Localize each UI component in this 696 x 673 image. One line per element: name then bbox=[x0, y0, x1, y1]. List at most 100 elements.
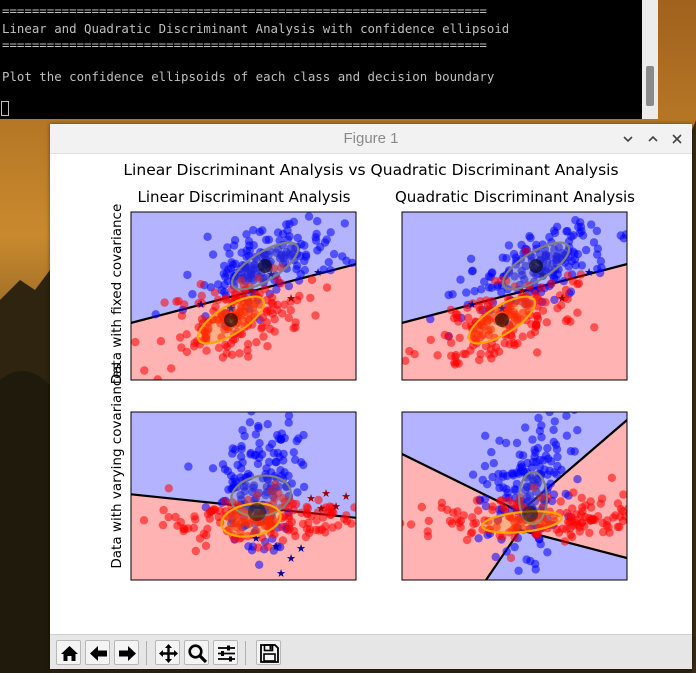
data-point bbox=[231, 445, 240, 454]
data-point bbox=[534, 413, 543, 423]
data-point bbox=[552, 252, 561, 261]
data-point bbox=[587, 220, 596, 229]
figure-window[interactable]: Figure 1 Linear Discriminant Analysis vs… bbox=[50, 124, 692, 669]
data-point bbox=[599, 527, 608, 537]
data-point bbox=[456, 275, 465, 284]
data-point bbox=[586, 497, 595, 506]
data-point bbox=[512, 438, 522, 448]
data-point bbox=[293, 233, 302, 243]
save-button[interactable] bbox=[256, 640, 281, 665]
data-point bbox=[480, 461, 490, 471]
data-point bbox=[560, 537, 570, 546]
data-point bbox=[577, 510, 586, 519]
data-point bbox=[258, 226, 267, 235]
matplotlib-toolbar bbox=[50, 634, 692, 669]
minimize-icon[interactable] bbox=[621, 132, 635, 146]
data-point bbox=[497, 496, 506, 505]
data-point bbox=[242, 230, 251, 239]
terminal-cursor bbox=[1, 101, 9, 116]
data-point bbox=[549, 490, 559, 499]
data-point bbox=[284, 418, 293, 427]
data-point bbox=[604, 523, 613, 532]
data-point bbox=[501, 438, 511, 448]
data-point bbox=[563, 294, 572, 304]
terminal-window[interactable]: ========================================… bbox=[0, 0, 658, 119]
back-button[interactable] bbox=[85, 640, 110, 665]
data-point bbox=[267, 293, 277, 302]
data-point bbox=[153, 375, 162, 380]
data-point bbox=[626, 229, 627, 234]
data-point bbox=[506, 553, 516, 563]
data-point bbox=[532, 240, 541, 250]
data-point bbox=[302, 509, 312, 518]
misclassified-point: ★ bbox=[226, 302, 236, 315]
data-point bbox=[262, 318, 271, 327]
data-point bbox=[449, 314, 459, 323]
data-point bbox=[568, 532, 577, 542]
data-point bbox=[350, 503, 356, 512]
data-point bbox=[267, 439, 277, 449]
data-point bbox=[218, 353, 228, 362]
data-point bbox=[502, 254, 511, 263]
misclassified-point: ★ bbox=[276, 567, 286, 580]
maximize-icon[interactable] bbox=[646, 132, 660, 146]
toolbar-separator bbox=[146, 641, 147, 665]
data-point bbox=[624, 504, 627, 512]
misclassified-point: ★ bbox=[467, 298, 477, 311]
window-title: Figure 1 bbox=[343, 130, 399, 147]
data-point bbox=[616, 512, 625, 521]
subplot-qda-var bbox=[401, 411, 628, 581]
data-point bbox=[182, 330, 191, 339]
pan-button[interactable] bbox=[155, 640, 180, 665]
data-point bbox=[564, 262, 573, 271]
data-point bbox=[254, 543, 263, 552]
data-point bbox=[549, 437, 558, 447]
data-point bbox=[156, 337, 166, 346]
close-icon[interactable] bbox=[670, 132, 684, 146]
data-point bbox=[373, 514, 381, 522]
data-point bbox=[456, 523, 465, 532]
data-point bbox=[493, 516, 502, 526]
data-point bbox=[585, 528, 594, 538]
data-point bbox=[517, 462, 527, 471]
data-point bbox=[284, 313, 293, 323]
data-point bbox=[158, 520, 168, 530]
figure-canvas[interactable]: Linear Discriminant Analysis vs Quadrati… bbox=[50, 154, 692, 634]
misclassified-point: ★ bbox=[557, 292, 567, 305]
data-point bbox=[453, 507, 462, 516]
data-point bbox=[472, 496, 482, 505]
data-point bbox=[576, 218, 585, 227]
data-point bbox=[481, 502, 491, 511]
data-point bbox=[210, 288, 220, 297]
zoom-button[interactable] bbox=[184, 640, 209, 665]
data-point bbox=[284, 281, 294, 291]
terminal-scrollbar-thumb[interactable] bbox=[646, 66, 654, 106]
data-point bbox=[544, 454, 553, 463]
data-point bbox=[326, 266, 335, 275]
data-point bbox=[220, 280, 229, 289]
forward-button[interactable] bbox=[114, 640, 139, 665]
data-point bbox=[533, 348, 542, 357]
data-point bbox=[569, 488, 578, 497]
data-point bbox=[244, 495, 253, 505]
pan-icon bbox=[159, 644, 178, 663]
data-point bbox=[360, 519, 368, 527]
data-point bbox=[402, 519, 405, 528]
configure-subplots-button[interactable] bbox=[213, 640, 238, 665]
window-titlebar[interactable]: Figure 1 bbox=[50, 124, 692, 154]
data-point bbox=[167, 364, 176, 373]
home-button[interactable] bbox=[56, 640, 81, 665]
misclassified-point: ★ bbox=[266, 268, 276, 281]
data-point bbox=[254, 446, 264, 455]
data-point bbox=[477, 285, 486, 294]
data-point bbox=[223, 243, 232, 252]
data-point bbox=[543, 548, 552, 557]
data-point bbox=[504, 241, 514, 250]
data-point bbox=[238, 426, 247, 435]
data-point bbox=[264, 542, 273, 551]
data-point bbox=[313, 217, 322, 226]
data-point bbox=[502, 547, 511, 556]
terminal-scrollbar[interactable] bbox=[642, 0, 658, 119]
terminal-line: Plot the confidence ellipsoids of each c… bbox=[2, 69, 495, 84]
data-point bbox=[467, 528, 477, 537]
